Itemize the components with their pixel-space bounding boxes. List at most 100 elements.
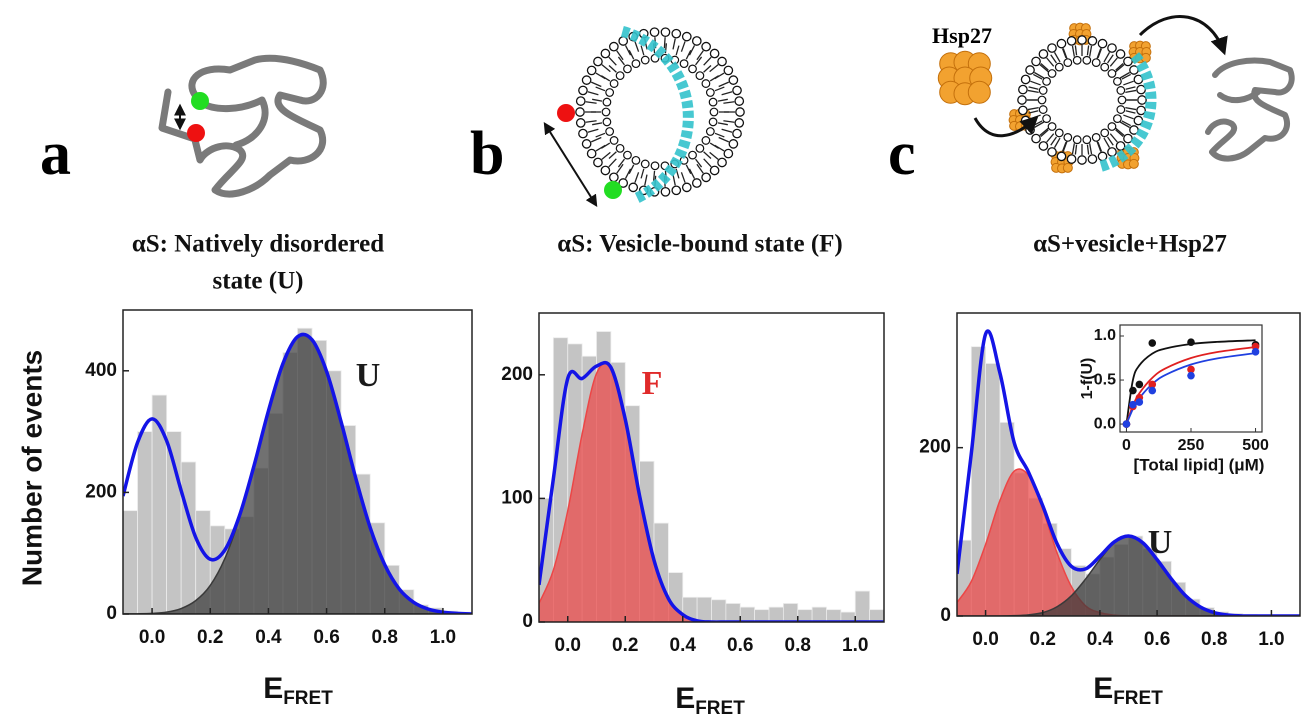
y-tick-label: 200 bbox=[85, 481, 117, 502]
lipid-tail bbox=[1125, 110, 1136, 114]
lipid-head bbox=[1100, 62, 1110, 72]
lipid-tail bbox=[696, 163, 704, 174]
lipid-tail bbox=[1115, 127, 1125, 136]
lipid-head bbox=[1042, 114, 1051, 123]
lipid-head bbox=[671, 28, 682, 39]
lipid-tail bbox=[1071, 45, 1075, 57]
lipid-tail bbox=[595, 86, 606, 92]
lipid-tail bbox=[608, 158, 617, 168]
lipid-head bbox=[660, 27, 671, 38]
y-axis-label: 1-f(U) bbox=[1079, 358, 1096, 400]
lipid-head bbox=[593, 157, 603, 168]
plot-frame bbox=[538, 312, 885, 623]
lipid-tail bbox=[1119, 121, 1130, 129]
lipid-tail bbox=[714, 132, 725, 138]
lipid-tail bbox=[587, 91, 599, 96]
lipid-tail bbox=[1061, 48, 1067, 59]
lipid-tail bbox=[595, 132, 606, 138]
lipid-head bbox=[728, 75, 739, 85]
lipid-head bbox=[1038, 49, 1049, 59]
lipid-head bbox=[1020, 74, 1031, 85]
lipid-head bbox=[1063, 133, 1073, 142]
y-axis-label: Number of events bbox=[16, 350, 47, 587]
data-point bbox=[1251, 342, 1260, 351]
histogram-bar bbox=[711, 599, 727, 622]
protein-label: Hsp27 bbox=[932, 23, 992, 48]
x-axis-label-main: E bbox=[263, 672, 283, 705]
x-tick-label: 1.0 bbox=[1258, 629, 1284, 650]
lipid-tail bbox=[1071, 143, 1075, 155]
panel-label: c bbox=[888, 120, 916, 188]
panel-title: state (U) bbox=[213, 268, 304, 295]
lipid-head bbox=[1115, 49, 1126, 59]
lipid-head bbox=[1017, 95, 1027, 105]
lipid-tail bbox=[1027, 107, 1039, 111]
acceptor-dye bbox=[187, 124, 205, 142]
lipid-head bbox=[701, 172, 711, 183]
lipid-head bbox=[640, 159, 650, 169]
lipid-head bbox=[575, 96, 586, 106]
lipid-head bbox=[691, 36, 702, 46]
x-tick-label: 0 bbox=[1122, 437, 1131, 454]
x-tick-label: 1.0 bbox=[430, 627, 456, 648]
y-tick-label: 0 bbox=[106, 603, 117, 624]
lipid-tail bbox=[685, 164, 692, 175]
lipid-head bbox=[1113, 114, 1122, 123]
lipid-head bbox=[1116, 105, 1126, 114]
lipid-head bbox=[701, 41, 711, 52]
histogram-bar bbox=[826, 609, 842, 622]
lipid-head bbox=[618, 178, 629, 188]
lipid-tail bbox=[608, 65, 617, 73]
lipid-head bbox=[575, 118, 586, 128]
lipid-head bbox=[734, 96, 745, 106]
lipid-tail bbox=[628, 164, 635, 175]
lipid-head bbox=[600, 48, 611, 59]
lipid-tail bbox=[1123, 114, 1134, 120]
data-point bbox=[1148, 380, 1157, 389]
lipid-tail bbox=[1109, 133, 1118, 143]
x-tick-label: 0.0 bbox=[139, 627, 165, 648]
annotation: U bbox=[1148, 524, 1173, 561]
lipid-tail bbox=[592, 122, 603, 126]
lipid-head bbox=[1123, 56, 1133, 67]
lipid-tail bbox=[688, 168, 696, 179]
lipid-head bbox=[615, 71, 625, 81]
released-protein-cartoon bbox=[1205, 57, 1295, 162]
lipid-head bbox=[609, 41, 619, 52]
x-tick-label: 0.8 bbox=[372, 627, 398, 648]
lipid-tail bbox=[624, 168, 632, 179]
y-tick-label: 0 bbox=[522, 611, 533, 632]
lipid-tail bbox=[695, 56, 703, 66]
lipid-tail bbox=[590, 136, 602, 143]
lipid-tail bbox=[1086, 45, 1090, 56]
lipid-head bbox=[1082, 55, 1092, 65]
lipid-head bbox=[1038, 86, 1048, 95]
lipid-head bbox=[1018, 105, 1028, 116]
lipid-head bbox=[705, 127, 715, 136]
lipid-head bbox=[695, 71, 705, 81]
acceptor-dye bbox=[557, 104, 575, 122]
lipid-head bbox=[615, 143, 625, 153]
lipid-head bbox=[609, 79, 619, 88]
lipid-tail bbox=[1097, 48, 1103, 59]
x-tick-label: 250 bbox=[1178, 437, 1205, 454]
lipid-head bbox=[1031, 56, 1041, 67]
lipid-tail bbox=[723, 120, 735, 123]
lipid-head bbox=[723, 65, 734, 76]
x-tick-label: 0.0 bbox=[972, 629, 998, 650]
lipid-head bbox=[1038, 105, 1048, 114]
lipid-tail bbox=[721, 128, 733, 133]
lipid-head bbox=[1047, 147, 1057, 157]
lipid-tail bbox=[718, 81, 730, 88]
lipid-head bbox=[602, 97, 612, 107]
lipid-head bbox=[688, 150, 697, 160]
lipid-head bbox=[709, 165, 720, 176]
lipid-tail bbox=[714, 86, 725, 92]
helix bbox=[620, 26, 694, 203]
x-tick-label: 0.6 bbox=[727, 635, 753, 656]
lipid-tail bbox=[1125, 86, 1136, 90]
lipid-tail bbox=[587, 128, 599, 133]
arrow bbox=[973, 115, 1039, 138]
lipid-head bbox=[709, 48, 720, 59]
lipid-tail bbox=[617, 56, 625, 66]
